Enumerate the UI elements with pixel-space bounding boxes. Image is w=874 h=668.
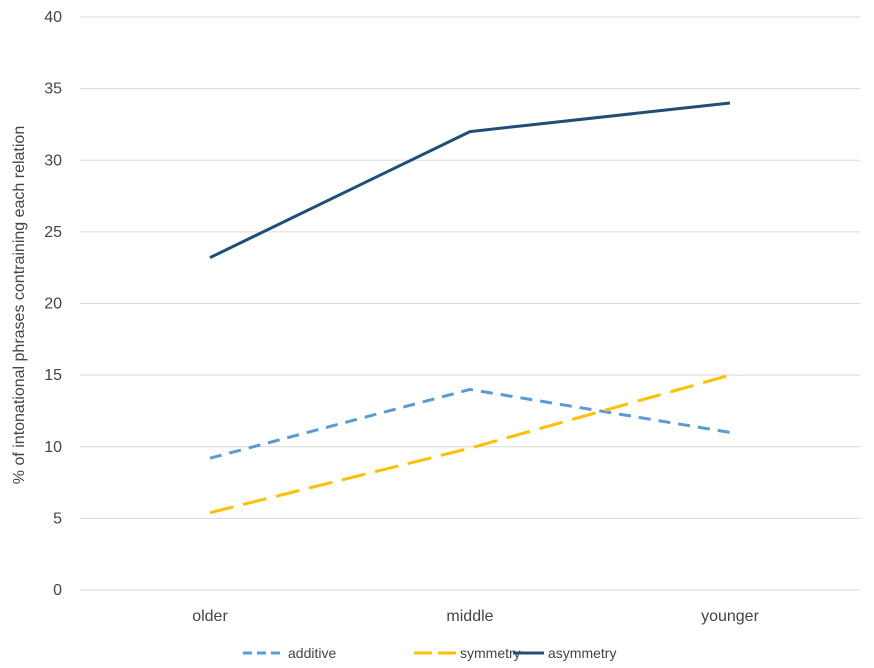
legend-label-symmetry: symmetry [460,645,521,661]
y-axis-ticks: 0 5 10 15 20 25 30 35 40 [44,9,62,599]
y-axis-title: % of intonational phrases contraining ea… [11,126,28,484]
series-lines [209,101,731,515]
y-tick-label: 35 [44,81,62,98]
legend: additive symmetry asymmetry [243,645,616,661]
gridlines [80,16,860,591]
y-tick-label: 30 [44,152,62,169]
series-line-additive [209,387,731,460]
y-tick-label: 10 [44,439,62,456]
y-tick-label: 40 [44,9,62,26]
x-tick-label-middle: middle [446,608,493,625]
y-tick-label: 25 [44,224,62,241]
series-line-symmetry [209,373,731,515]
x-axis-ticks: older middle younger [192,608,759,625]
y-tick-label: 5 [53,510,62,527]
series-line-asymmetry [209,101,731,260]
x-tick-label-older: older [192,608,228,625]
y-tick-label: 0 [53,582,62,599]
legend-label-additive: additive [288,645,336,661]
y-tick-label: 20 [44,296,62,313]
x-tick-label-younger: younger [701,608,759,625]
y-tick-label: 15 [44,367,62,384]
legend-label-asymmetry: asymmetry [548,645,616,661]
